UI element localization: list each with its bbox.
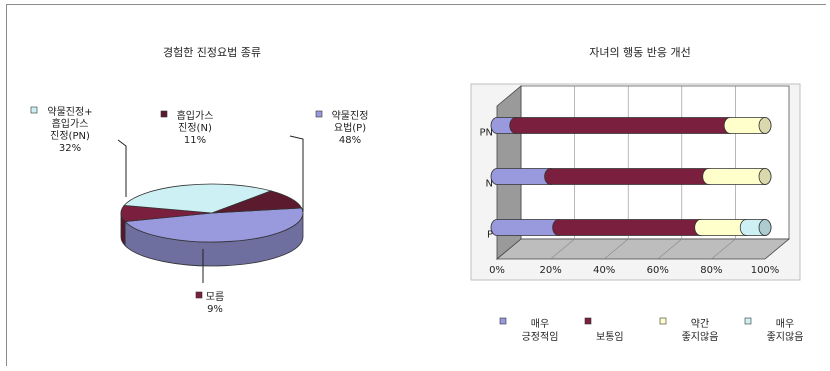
legend-swatch-1	[584, 317, 592, 325]
bar-category-label: P	[487, 230, 493, 241]
pie-leader-pn	[117, 139, 127, 197]
bar-floor-gridline	[550, 238, 575, 260]
bar-floor-gridline	[657, 238, 682, 260]
legend-swatch-0	[499, 317, 507, 325]
pie-label-n: 흡입가스 진정(N) 11%	[160, 109, 214, 146]
bar-x-tick-label: 0%	[489, 265, 505, 276]
bar-segment-pn-1	[509, 117, 737, 134]
bar-x-tick-label: 100%	[751, 265, 780, 276]
pie-label-pn: 약물진정+ 흡입가스 진정(PN) 32%	[30, 106, 127, 197]
bar-x-tick-label: 60%	[647, 265, 669, 276]
bar-floor	[495, 238, 791, 260]
legend-label-1: 보통임	[596, 330, 624, 343]
legend-label-0: 매우 긍정적임	[522, 318, 559, 343]
pie-label-swatch-m	[195, 291, 203, 299]
bar-x-tick-label: 80%	[700, 265, 722, 276]
bar-row-pn	[490, 117, 772, 134]
pie-label-text-p: 약물진정 요법(P) 48%	[332, 110, 369, 146]
legend-item-1: 보통임	[584, 317, 624, 343]
pie-label-swatch-n	[160, 110, 168, 118]
bar-chart: PN N P 0% 20% 40% 60% 80% 100%	[470, 83, 801, 281]
pie-slice-p	[124, 207, 304, 243]
pie-slice-pn	[123, 183, 273, 214]
legend-item-0: 매우 긍정적임	[499, 317, 559, 343]
chart-frame	[6, 4, 826, 366]
bar-category-label: N	[486, 179, 493, 190]
bar-row-n	[490, 168, 772, 185]
bar-end-cap-n	[758, 168, 772, 185]
pie-label-text-n: 흡입가스 진정(N) 11%	[177, 109, 214, 146]
bar-x-tick-label: 40%	[593, 265, 615, 276]
legend-label-3: 매우 좋지않음	[767, 318, 804, 343]
pie-slice-n	[211, 190, 303, 214]
pie-label-swatch-pn	[30, 106, 38, 114]
pie-label-text-pn: 약물진정+ 흡입가스 진정(PN) 32%	[47, 106, 92, 154]
bar-segment-n-1	[544, 168, 716, 185]
pie-label-text-m: 모름 9%	[206, 291, 224, 315]
pie-label-swatch-p	[315, 110, 323, 118]
bar-segment-p-1	[552, 219, 708, 236]
bar-floor-gridline	[604, 238, 629, 260]
pie-label-p: 약물진정 요법(P) 48%	[289, 110, 369, 212]
pie-label-m: 모름 9%	[195, 249, 224, 315]
bar-floor-gridline	[711, 238, 736, 260]
pie-chart-title: 경험한 진정요법 종류	[163, 46, 261, 59]
bar-x-tick-label: 20%	[539, 265, 561, 276]
legend-label-2: 약간 좋지않음	[682, 318, 719, 343]
bar-category-label: PN	[479, 128, 493, 139]
legend-item-2: 약간 좋지않음	[659, 317, 719, 343]
legend-swatch-3	[744, 317, 752, 325]
bar-end-cap-p	[758, 219, 772, 236]
pie-chart: 약물진정 요법(P) 48% 모름 9% 약물진정+ 흡입가스 진정(PN) 32% 흡입가스 진정…	[30, 106, 369, 315]
legend-swatch-2	[659, 317, 667, 325]
pie-leader-p	[289, 135, 304, 212]
bar-row-p	[490, 219, 772, 236]
bar-chart-title: 자녀의 행동 반응 개선	[589, 46, 691, 59]
legend-item-3: 매우 좋지않음	[744, 317, 804, 343]
bar-end-cap-pn	[758, 117, 772, 134]
bar-back-wall	[520, 85, 790, 240]
bar-chart-legend: 매우 긍정적임 보통임 약간 좋지않음 매우 좋지않음	[499, 317, 804, 343]
